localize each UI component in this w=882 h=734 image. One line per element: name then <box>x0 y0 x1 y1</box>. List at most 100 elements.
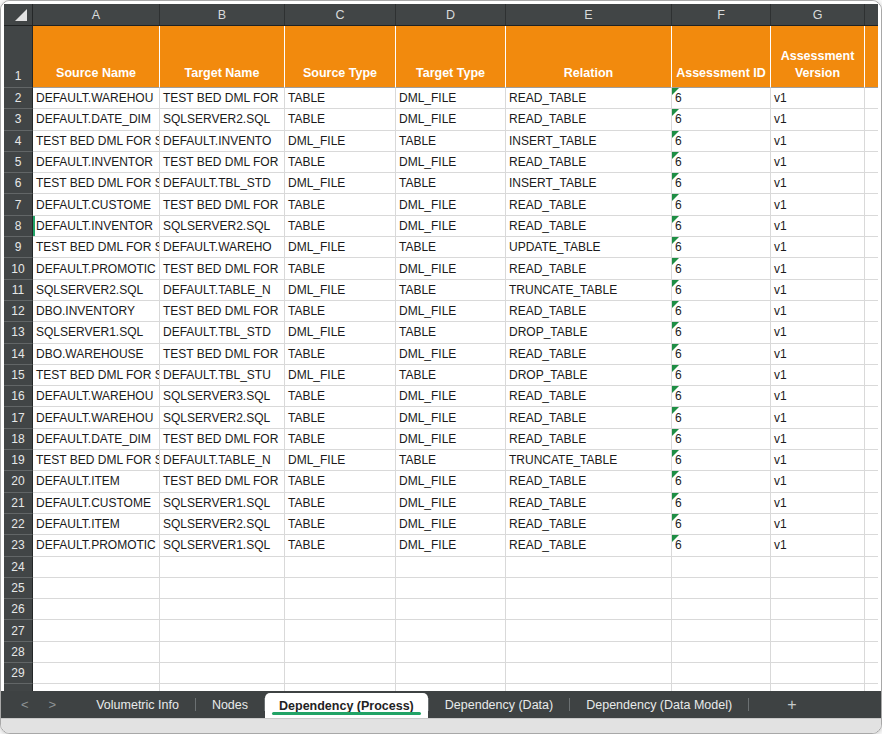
cell-source-name[interactable]: Source Name <box>33 26 160 88</box>
cell-assessment-id[interactable]: 6 <box>672 535 771 556</box>
cell-target-name[interactable]: TEST BED DML FOR <box>160 88 285 109</box>
row-header[interactable]: 15 <box>4 365 33 386</box>
sheet-tab-volumetric-info[interactable]: Volumetric Info <box>80 691 195 718</box>
cell-assessment-version[interactable] <box>771 599 865 620</box>
cell-source-type[interactable]: DML_FILE <box>285 322 396 343</box>
cell-source-type[interactable]: TABLE <box>285 344 396 365</box>
cell-source-type[interactable]: TABLE <box>285 493 396 514</box>
cell-source-type[interactable]: TABLE <box>285 194 396 215</box>
add-sheet-button[interactable]: + <box>787 697 796 713</box>
cell-assessment-version[interactable]: Assessment Version <box>771 26 865 88</box>
cell-source-type[interactable] <box>285 599 396 620</box>
cell-target-name[interactable]: TEST BED DML FOR <box>160 258 285 279</box>
cell-target-name[interactable]: DEFAULT.TBL_STD <box>160 322 285 343</box>
cell-target-name[interactable]: TEST BED DML FOR <box>160 471 285 492</box>
cell-relation[interactable]: READ_TABLE <box>506 429 672 450</box>
cell-assessment-version[interactable]: v1 <box>771 194 865 215</box>
column-header-A[interactable]: A <box>33 4 160 25</box>
cell-assessment-id[interactable] <box>672 684 771 691</box>
cell-target-name[interactable]: DEFAULT.TABLE_N <box>160 450 285 471</box>
cell-target-name[interactable]: SQLSERVER1.SQL <box>160 535 285 556</box>
cell-assessment-version[interactable]: v1 <box>771 344 865 365</box>
row-header[interactable]: 25 <box>4 578 33 599</box>
cell-source-type[interactable]: DML_FILE <box>285 450 396 471</box>
cell-target-type[interactable]: DML_FILE <box>396 471 506 492</box>
cell-relation[interactable]: DROP_TABLE <box>506 322 672 343</box>
row-header[interactable]: 27 <box>4 620 33 641</box>
cell-target-type[interactable]: Target Type <box>396 26 506 88</box>
cell-relation[interactable]: READ_TABLE <box>506 407 672 428</box>
row-header[interactable]: 17 <box>4 407 33 428</box>
cell-target-type[interactable] <box>396 684 506 691</box>
cell-target-name[interactable] <box>160 599 285 620</box>
cell-target-name[interactable]: TEST BED DML FOR <box>160 152 285 173</box>
row-header[interactable]: 6 <box>4 173 33 194</box>
cell-source-name[interactable]: DEFAULT.PROMOTIC <box>33 535 160 556</box>
row-header[interactable]: 22 <box>4 514 33 535</box>
cell-relation[interactable]: INSERT_TABLE <box>506 173 672 194</box>
cell-assessment-id[interactable] <box>672 578 771 599</box>
sheet-tab-dependency-process[interactable]: Dependency (Process) <box>265 693 428 718</box>
cell-source-name[interactable] <box>33 684 160 691</box>
cell-relation[interactable]: READ_TABLE <box>506 344 672 365</box>
cell-source-type[interactable]: DML_FILE <box>285 131 396 152</box>
cell-target-type[interactable] <box>396 642 506 663</box>
cell-relation[interactable]: READ_TABLE <box>506 493 672 514</box>
cell-target-type[interactable]: TABLE <box>396 173 506 194</box>
cell-source-name[interactable] <box>33 620 160 641</box>
cell-source-name[interactable] <box>33 578 160 599</box>
cell-assessment-version[interactable] <box>771 684 865 691</box>
cell-assessment-version[interactable]: v1 <box>771 514 865 535</box>
column-header-B[interactable]: B <box>160 4 285 25</box>
cell-source-type[interactable] <box>285 663 396 684</box>
cell-relation[interactable]: READ_TABLE <box>506 258 672 279</box>
cell-source-type[interactable]: DML_FILE <box>285 173 396 194</box>
cell-assessment-id[interactable]: 6 <box>672 88 771 109</box>
cell-target-type[interactable]: TABLE <box>396 365 506 386</box>
cell-target-type[interactable]: DML_FILE <box>396 109 506 130</box>
cell-target-type[interactable] <box>396 578 506 599</box>
row-header[interactable]: 26 <box>4 599 33 620</box>
cell-source-name[interactable]: DEFAULT.CUSTOME <box>33 194 160 215</box>
cell-relation[interactable] <box>506 620 672 641</box>
cell-relation[interactable]: READ_TABLE <box>506 216 672 237</box>
sheet-tab-dependency-data-model[interactable]: Dependency (Data Model) <box>570 691 748 718</box>
cell-target-name[interactable]: SQLSERVER1.SQL <box>160 493 285 514</box>
cell-assessment-id[interactable]: 6 <box>672 407 771 428</box>
cell-source-name[interactable]: TEST BED DML FOR S <box>33 131 160 152</box>
cell-target-type[interactable]: DML_FILE <box>396 493 506 514</box>
cell-source-name[interactable]: DEFAULT.ITEM <box>33 471 160 492</box>
cell-assessment-id[interactable]: 6 <box>672 258 771 279</box>
cell-target-name[interactable]: Target Name <box>160 26 285 88</box>
cell-source-name[interactable]: TEST BED DML FOR S <box>33 237 160 258</box>
cell-relation[interactable]: READ_TABLE <box>506 194 672 215</box>
cell-source-type[interactable]: TABLE <box>285 88 396 109</box>
cell-source-name[interactable]: DEFAULT.WAREHOU <box>33 386 160 407</box>
cell-target-name[interactable]: TEST BED DML FOR <box>160 344 285 365</box>
cell-source-type[interactable]: TABLE <box>285 471 396 492</box>
cell-target-name[interactable] <box>160 684 285 691</box>
cell-target-name[interactable]: DEFAULT.TABLE_N <box>160 280 285 301</box>
cell-target-type[interactable]: DML_FILE <box>396 301 506 322</box>
cell-target-name[interactable]: DEFAULT.TBL_STD <box>160 173 285 194</box>
cell-source-type[interactable]: Source Type <box>285 26 396 88</box>
tabs-scroll-left-icon[interactable]: < <box>21 698 29 711</box>
cell-relation[interactable]: READ_TABLE <box>506 535 672 556</box>
cell-target-name[interactable]: SQLSERVER3.SQL <box>160 386 285 407</box>
cell-assessment-version[interactable]: v1 <box>771 258 865 279</box>
row-header[interactable]: 21 <box>4 493 33 514</box>
row-header[interactable]: 11 <box>4 280 33 301</box>
cell-source-name[interactable]: DBO.WAREHOUSE <box>33 344 160 365</box>
cell-target-name[interactable] <box>160 620 285 641</box>
cell-source-type[interactable]: TABLE <box>285 535 396 556</box>
cell-source-type[interactable]: TABLE <box>285 429 396 450</box>
cell-source-name[interactable]: DEFAULT.INVENTOR <box>33 152 160 173</box>
cell-assessment-id[interactable]: 6 <box>672 216 771 237</box>
cell-assessment-version[interactable] <box>771 557 865 578</box>
cell-assessment-id[interactable] <box>672 620 771 641</box>
cell-source-type[interactable]: TABLE <box>285 386 396 407</box>
cell-relation[interactable] <box>506 642 672 663</box>
cell-assessment-version[interactable]: v1 <box>771 407 865 428</box>
cell-target-type[interactable]: DML_FILE <box>396 344 506 365</box>
cell-source-name[interactable]: DEFAULT.DATE_DIM <box>33 109 160 130</box>
